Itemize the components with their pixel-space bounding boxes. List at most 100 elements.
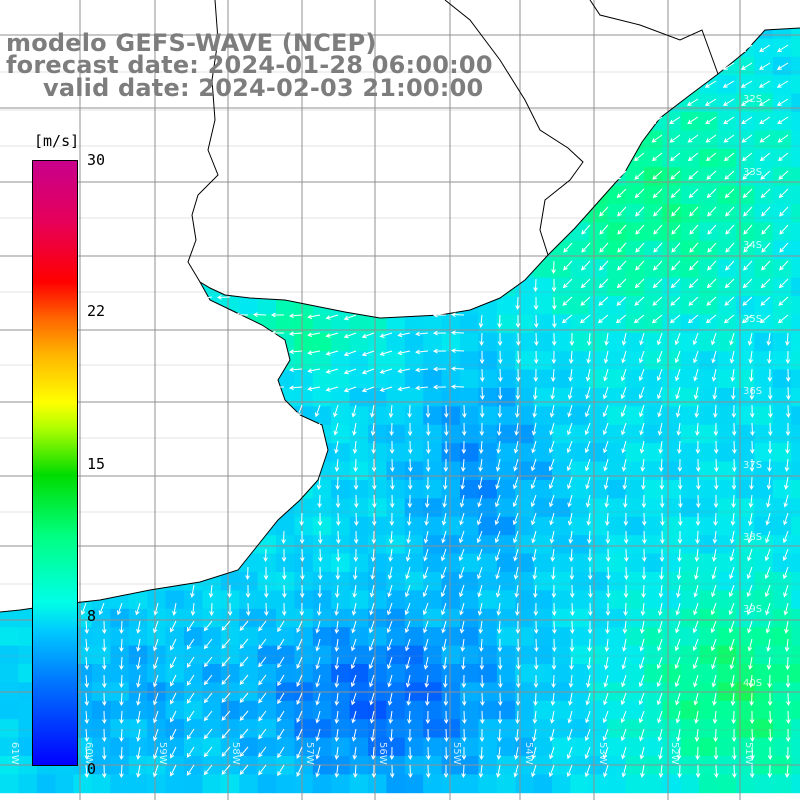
wind-arrow [424,494,430,509]
wind-arrow [759,152,771,162]
wind-arrow [713,495,719,509]
wind-speed-cell [588,93,608,113]
wind-arrow [496,422,502,437]
wind-speed-cell [128,627,148,646]
wind-speed-cell [625,56,645,76]
wind-arrow [743,224,753,235]
wind-speed-cell [496,369,516,389]
wind-speed-cell [423,424,442,444]
wind-arrow [730,368,736,382]
wind-arrow [551,566,556,581]
wind-speed-cell [441,700,461,720]
wind-arrow [239,674,249,686]
wind-speed-cell [680,38,700,58]
wind-speed-cell [772,332,792,352]
wind-arrow [203,656,213,668]
wind-arrow [119,728,124,743]
wind-arrow [551,620,557,635]
wind-speed-cell [202,167,222,186]
wind-arrow [784,764,790,779]
wind-arrow [532,710,538,724]
wind-speed-cell [147,204,166,223]
wind-speed-cell [570,461,590,481]
wind-speed-cell [662,112,682,131]
wind-speed-cell [386,480,406,499]
wind-speed-cell [791,700,800,720]
wind-speed-cell [736,28,755,39]
wind-speed-cell [312,332,332,352]
wind-arrow [170,746,177,759]
wind-speed-cell [423,572,442,591]
wind-arrow [710,602,717,616]
wind-speed-cell [699,443,718,462]
wind-speed-cell [423,277,442,297]
wind-speed-cell [147,608,166,628]
wind-speed-cell [496,424,516,444]
wind-speed-cell [496,480,516,499]
wind-arrow [622,638,627,652]
wind-arrow [767,710,773,725]
wind-speed-cell [294,719,314,738]
wind-arrow [784,638,790,652]
wind-speed-cell [533,130,553,150]
wind-speed-cell [736,627,755,646]
wind-arrow [692,656,699,670]
wind-arrow [387,566,393,580]
wind-arrow [581,260,591,271]
wind-speed-cell [165,185,185,205]
wind-speed-cell [110,185,130,205]
wind-speed-cell [478,424,498,444]
wind-arrow [586,512,592,526]
wind-arrow [638,674,645,688]
wind-speed-cell [496,590,516,610]
wind-arrow [551,350,557,365]
wind-speed-cell [294,167,314,186]
wind-arrow [443,692,449,707]
wind-speed-cell [791,774,800,794]
wind-speed-cell [772,553,792,573]
wind-speed-cell [791,56,800,76]
wind-arrow [765,602,771,616]
wind-speed-cell [625,185,645,205]
wind-speed-cell [607,608,626,628]
wind-arrow [245,584,251,599]
wind-speed-cell [220,369,240,389]
wind-arrow [712,548,717,562]
wind-arrow [729,566,735,580]
wind-speed-cell [92,645,111,665]
wind-speed-cell [404,553,424,573]
wind-arrow [783,584,789,598]
wind-arrow [759,314,771,324]
wind-speed-cell [92,572,111,591]
colorbar-tick-8: 8 [87,607,97,625]
wind-speed-cell [791,296,800,315]
wind-speed-cell [165,148,185,168]
wind-speed-cell [717,369,737,389]
wind-speed-cell [73,700,93,720]
wind-speed-cell [257,259,277,278]
wind-speed-cell [349,222,369,242]
wind-arrow [550,548,556,562]
wind-arrow [580,296,591,306]
wind-speed-cell [496,314,516,334]
wind-arrow [461,674,467,689]
wind-arrow [586,674,591,688]
wind-arrow [351,620,357,634]
wind-arrow [334,656,340,670]
wind-speed-cell [0,664,19,683]
wind-speed-cell [736,38,755,58]
wind-speed-cell [257,296,277,315]
wind-arrow [239,692,249,704]
wind-speed-cell [533,28,553,39]
wind-arrow [749,440,755,455]
wind-speed-cell [607,167,626,186]
wind-speed-cell [349,167,369,186]
wind-arrow [258,656,267,668]
wind-arrow [432,348,447,354]
wind-speed-cell [239,774,258,794]
wind-arrow [514,728,520,742]
wind-speed-cell [533,112,553,131]
wind-arrow [101,656,107,671]
wind-arrow [695,746,701,761]
wind-speed-cell [533,572,553,591]
